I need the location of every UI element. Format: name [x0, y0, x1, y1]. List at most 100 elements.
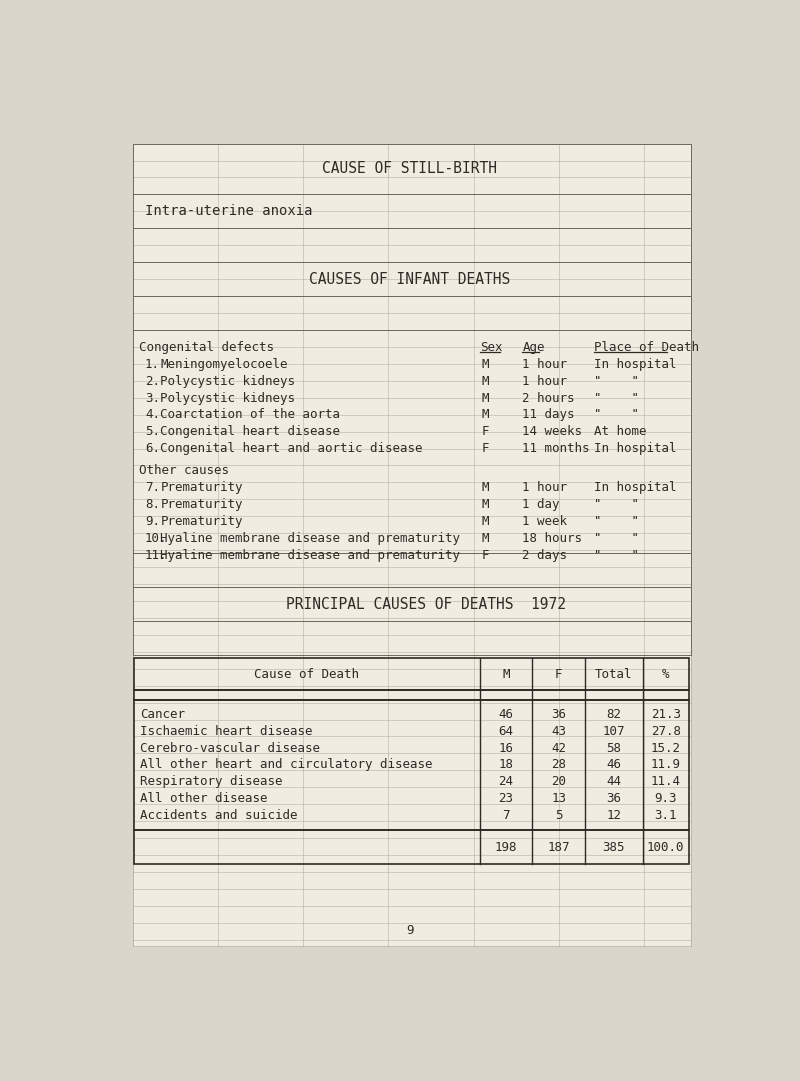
Text: Place of Death: Place of Death — [594, 341, 699, 353]
Text: 100.0: 100.0 — [647, 841, 685, 854]
Text: Prematurity: Prematurity — [161, 481, 243, 494]
Text: 13: 13 — [551, 792, 566, 805]
Text: M: M — [482, 358, 489, 371]
Text: "    ": " " — [594, 497, 639, 511]
Text: Coarctation of the aorta: Coarctation of the aorta — [161, 409, 341, 422]
Text: Prematurity: Prematurity — [161, 515, 243, 528]
Text: 28: 28 — [551, 759, 566, 772]
Text: 14 weeks: 14 weeks — [522, 426, 582, 439]
Bar — [133, 587, 690, 620]
Text: 58: 58 — [606, 742, 622, 755]
Bar — [134, 830, 689, 865]
Text: F: F — [482, 548, 489, 562]
Text: M: M — [482, 481, 489, 494]
Text: 1 hour: 1 hour — [522, 358, 567, 371]
Text: "    ": " " — [594, 391, 639, 404]
Text: "    ": " " — [594, 515, 639, 528]
Text: At home: At home — [594, 426, 647, 439]
Bar — [133, 263, 690, 296]
Text: 107: 107 — [602, 724, 625, 737]
Text: All other heart and circulatory disease: All other heart and circulatory disease — [140, 759, 433, 772]
Text: %: % — [662, 668, 670, 681]
Text: 1 hour: 1 hour — [522, 481, 567, 494]
Text: M: M — [502, 668, 510, 681]
Text: Other causes: Other causes — [138, 464, 229, 477]
Text: 9: 9 — [406, 924, 414, 937]
Text: M: M — [482, 515, 489, 528]
Text: Hyaline membrane disease and prematurity: Hyaline membrane disease and prematurity — [161, 548, 461, 562]
Text: 21.3: 21.3 — [650, 708, 681, 721]
Text: In hospital: In hospital — [594, 442, 677, 455]
Text: 23: 23 — [498, 792, 514, 805]
Text: F: F — [482, 442, 489, 455]
Text: 1 day: 1 day — [522, 497, 560, 511]
Text: "    ": " " — [594, 532, 639, 545]
Text: 36: 36 — [606, 792, 622, 805]
Text: M: M — [482, 375, 489, 388]
Text: Age: Age — [522, 341, 545, 353]
Text: 16: 16 — [498, 742, 514, 755]
Text: Respiratory disease: Respiratory disease — [140, 775, 283, 788]
Text: 4.: 4. — [145, 409, 160, 422]
Text: Meningomyelocoele: Meningomyelocoele — [161, 358, 288, 371]
Text: 2 hours: 2 hours — [522, 391, 575, 404]
Text: 10.: 10. — [145, 532, 167, 545]
Text: 11.: 11. — [145, 548, 167, 562]
Text: Sex: Sex — [480, 341, 502, 353]
Bar — [133, 553, 690, 587]
Text: Cause of Death: Cause of Death — [254, 668, 359, 681]
Text: 11.4: 11.4 — [650, 775, 681, 788]
Text: 2.: 2. — [145, 375, 160, 388]
Bar — [133, 330, 690, 553]
Text: 1.: 1. — [145, 358, 160, 371]
Bar — [133, 296, 690, 330]
Text: "    ": " " — [594, 548, 639, 562]
Text: 46: 46 — [498, 708, 514, 721]
Text: 7: 7 — [502, 810, 510, 823]
Text: 5.: 5. — [145, 426, 160, 439]
Text: CAUSES OF INFANT DEATHS: CAUSES OF INFANT DEATHS — [310, 271, 510, 286]
Text: 3.1: 3.1 — [654, 810, 677, 823]
Text: 24: 24 — [498, 775, 514, 788]
Text: F: F — [555, 668, 562, 681]
Bar — [133, 620, 690, 655]
Text: 7.: 7. — [145, 481, 160, 494]
Text: 6.: 6. — [145, 442, 160, 455]
Text: Hyaline membrane disease and prematurity: Hyaline membrane disease and prematurity — [161, 532, 461, 545]
Text: 9.3: 9.3 — [654, 792, 677, 805]
Text: M: M — [482, 409, 489, 422]
Text: 27.8: 27.8 — [650, 724, 681, 737]
Bar — [134, 658, 689, 691]
Text: 82: 82 — [606, 708, 622, 721]
Text: 187: 187 — [547, 841, 570, 854]
Text: 11 days: 11 days — [522, 409, 575, 422]
Text: Intra-uterine anoxia: Intra-uterine anoxia — [145, 204, 313, 218]
Text: 64: 64 — [498, 724, 514, 737]
Text: Accidents and suicide: Accidents and suicide — [140, 810, 298, 823]
Text: Polycystic kidneys: Polycystic kidneys — [161, 375, 295, 388]
Text: M: M — [482, 532, 489, 545]
Text: Congenital heart and aortic disease: Congenital heart and aortic disease — [161, 442, 423, 455]
Text: 15.2: 15.2 — [650, 742, 681, 755]
Text: All other disease: All other disease — [140, 792, 268, 805]
Bar — [133, 195, 690, 228]
Text: Total: Total — [595, 668, 633, 681]
Text: M: M — [482, 391, 489, 404]
Text: 5: 5 — [555, 810, 562, 823]
Text: Congenital heart disease: Congenital heart disease — [161, 426, 341, 439]
Text: CAUSE OF STILL-BIRTH: CAUSE OF STILL-BIRTH — [322, 161, 498, 176]
Text: Prematurity: Prematurity — [161, 497, 243, 511]
Text: 46: 46 — [606, 759, 622, 772]
Text: 385: 385 — [602, 841, 625, 854]
Text: 11 months: 11 months — [522, 442, 590, 455]
Text: Polycystic kidneys: Polycystic kidneys — [161, 391, 295, 404]
Text: Congenital defects: Congenital defects — [138, 341, 274, 353]
Text: PRINCIPAL CAUSES OF DEATHS  1972: PRINCIPAL CAUSES OF DEATHS 1972 — [286, 597, 566, 612]
Text: Cerebro-vascular disease: Cerebro-vascular disease — [140, 742, 320, 755]
Bar — [134, 691, 689, 699]
Text: 43: 43 — [551, 724, 566, 737]
Text: 36: 36 — [551, 708, 566, 721]
Text: 1 hour: 1 hour — [522, 375, 567, 388]
Text: 198: 198 — [495, 841, 518, 854]
Text: F: F — [482, 426, 489, 439]
